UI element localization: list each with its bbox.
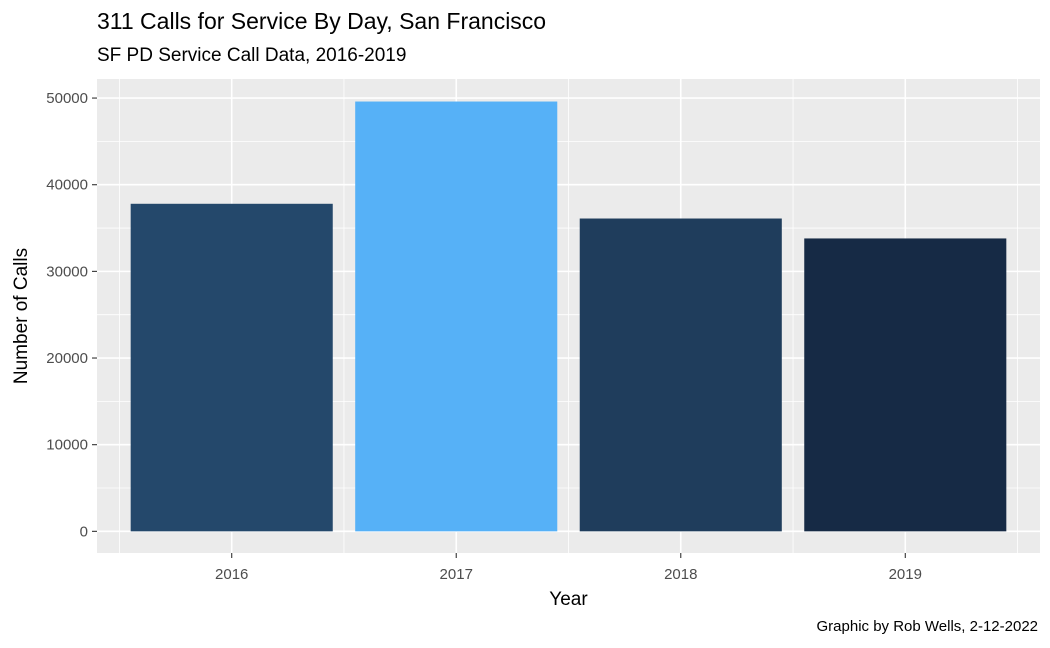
y-axis-title: Number of Calls: [11, 248, 32, 384]
chart-caption: Graphic by Rob Wells, 2-12-2022: [816, 618, 1039, 635]
x-axis: 2016 2017 2018 2019: [215, 553, 922, 583]
x-tick-label: 2016: [215, 566, 248, 583]
y-tick-label: 30000: [46, 263, 88, 280]
y-tick-label: 20000: [46, 350, 88, 367]
x-axis-title: Year: [549, 589, 588, 610]
y-tick-label: 50000: [46, 90, 88, 107]
x-tick-label: 2019: [889, 566, 922, 583]
y-axis: 0 10000 20000 30000 40000 50000: [46, 90, 97, 540]
y-tick-label: 10000: [46, 437, 88, 454]
bars: [130, 101, 1007, 532]
bar-2018: [579, 218, 782, 532]
y-tick-label: 40000: [46, 177, 88, 194]
y-tick-label: 0: [80, 523, 88, 540]
chart-title: 311 Calls for Service By Day, San Franci…: [97, 8, 547, 34]
x-tick-label: 2018: [664, 566, 697, 583]
chart-subtitle: SF PD Service Call Data, 2016-2019: [97, 45, 407, 66]
bar-2017: [355, 101, 558, 532]
x-tick-label: 2017: [440, 566, 473, 583]
bar-2016: [130, 203, 333, 532]
bar-2019: [804, 238, 1007, 532]
